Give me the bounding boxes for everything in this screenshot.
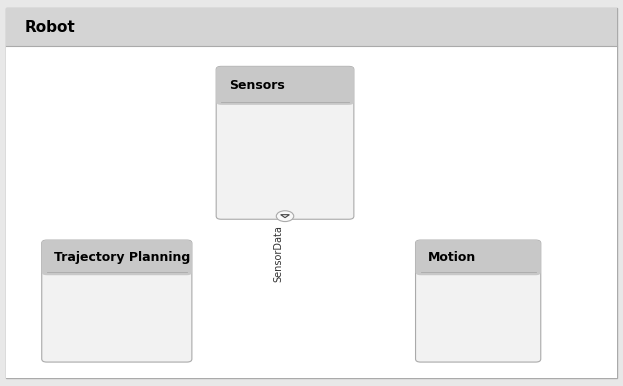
Text: Sensors: Sensors	[229, 79, 284, 92]
Text: SensorData: SensorData	[273, 225, 284, 282]
FancyBboxPatch shape	[42, 240, 192, 275]
Text: Robot: Robot	[25, 20, 75, 34]
FancyBboxPatch shape	[416, 240, 541, 275]
Text: Motion: Motion	[428, 251, 476, 264]
FancyBboxPatch shape	[6, 8, 617, 46]
FancyBboxPatch shape	[6, 8, 617, 378]
Circle shape	[277, 211, 293, 222]
Text: Trajectory Planning: Trajectory Planning	[54, 251, 191, 264]
FancyBboxPatch shape	[6, 46, 617, 378]
FancyBboxPatch shape	[216, 66, 354, 105]
FancyBboxPatch shape	[216, 66, 354, 219]
FancyBboxPatch shape	[416, 240, 541, 362]
FancyBboxPatch shape	[42, 240, 192, 362]
